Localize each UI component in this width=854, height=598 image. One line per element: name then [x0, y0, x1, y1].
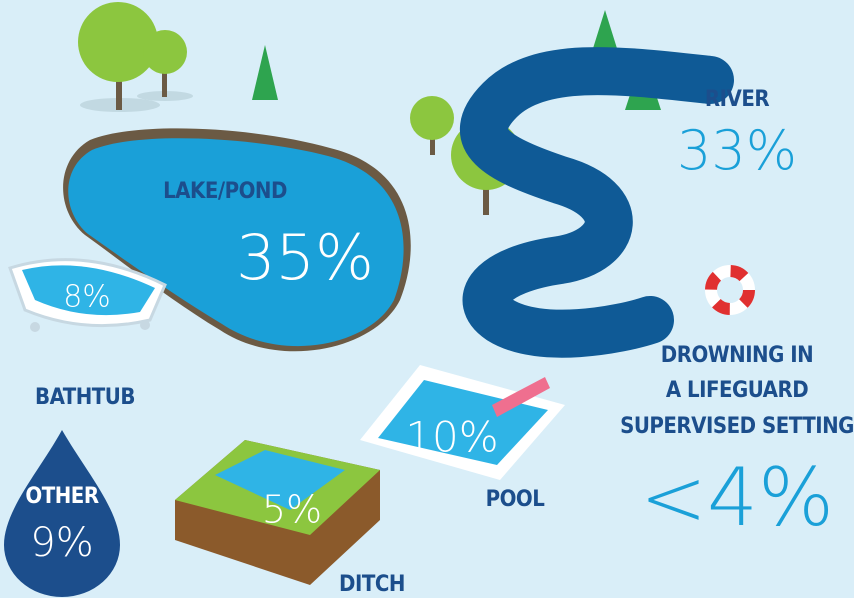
label-line: DROWNING IN — [661, 343, 813, 368]
percent: 9% — [30, 520, 93, 566]
percent: 5% — [262, 488, 322, 532]
percent: 10% — [405, 413, 498, 462]
label-line: A LIFEGUARD — [666, 378, 808, 403]
label: DITCH — [339, 572, 405, 597]
percent: 8% — [63, 280, 111, 315]
shape — [410, 96, 454, 140]
label: RIVER — [705, 87, 769, 112]
label-line: SUPERVISED SETTING — [620, 414, 854, 439]
percent: 35% — [236, 221, 374, 294]
shape — [143, 30, 187, 74]
page: {"items":[ {"label":"LAKE/POND","value":… — [0, 0, 854, 598]
percent: 33% — [677, 119, 797, 182]
label: LAKE/POND — [163, 179, 287, 204]
body: LAKE/POND 35% RIVER 33% BATHTUB 8% POOL … — [0, 0, 854, 598]
shape — [140, 320, 150, 330]
percent: <4% — [640, 451, 834, 544]
label: POOL — [486, 487, 546, 512]
label: OTHER — [25, 484, 98, 509]
infographic: LAKE/POND 35% RIVER 33% BATHTUB 8% POOL … — [0, 0, 854, 598]
label: BATHTUB — [35, 385, 135, 410]
shape — [30, 322, 40, 332]
